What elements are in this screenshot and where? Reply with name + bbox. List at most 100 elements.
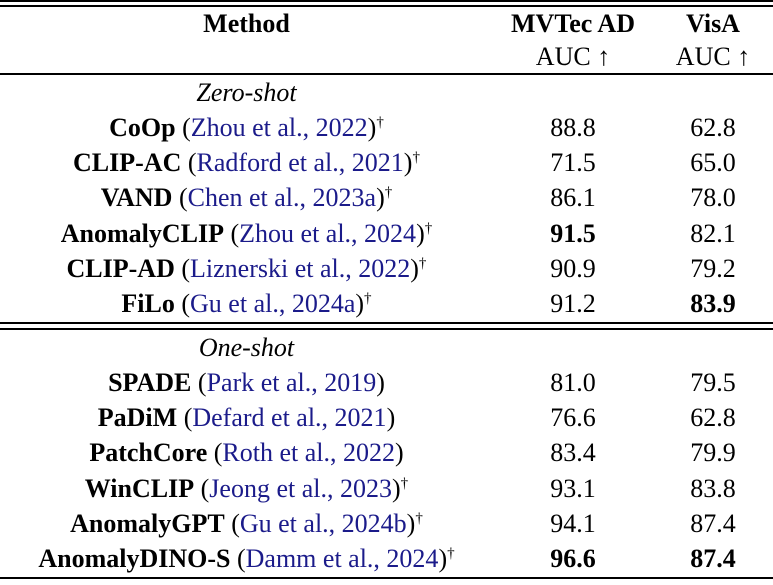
method-cell: PatchCore (Roth et al., 2022) [0,438,493,468]
method-name: WinCLIP [84,473,195,503]
mvtec-ad-value: 76.6 [550,403,596,433]
section-title: Zero-shot [196,77,297,107]
citation-close-paren: ) [386,403,396,433]
table-row: CoOp (Zhou et al., 2022)† 88.8 62.8 [0,110,773,145]
table-row: AnomalyCLIP (Zhou et al., 2024)† 91.5 82… [0,216,773,251]
table-row: FiLo (Gu et al., 2024a)† 91.2 83.9 [0,287,773,322]
visa-value: 79.9 [690,438,736,468]
header-rule [0,73,773,75]
visa-value: 62.8 [690,112,736,142]
dagger-mark: † [400,475,409,492]
citation-open-paren: ( [177,403,193,433]
citation-link[interactable]: Roth et al., 2022 [222,438,396,468]
method-cell: VAND (Chen et al., 2023a)† [0,183,493,213]
dagger-mark: † [447,545,455,562]
method-cell: AnomalyCLIP (Zhou et al., 2024)† [0,219,493,249]
table-row: CLIP-AC (Radford et al., 2021)† 71.5 65.… [0,146,773,181]
column-header-visa: VisA [686,8,740,38]
section-title: One-shot [198,332,295,362]
citation-open-paren: ( [207,438,223,468]
dagger-mark: † [412,149,420,166]
method-name: CLIP-AD [66,254,175,284]
dagger-mark: † [415,510,423,527]
citation-close-paren: ) [438,544,448,574]
column-header-mvtec-ad: MVTec AD [511,8,635,38]
citation-open-paren: ( [181,148,197,178]
method-cell: WinCLIP (Jeong et al., 2023)† [0,474,493,504]
citation-link[interactable]: Gu et al., 2024a [190,289,356,319]
top-double-rule [0,0,773,7]
citation-close-paren: ) [376,183,385,213]
citation-open-paren: ( [175,112,191,142]
dagger-mark: † [364,290,372,307]
dagger-mark: † [384,184,393,201]
visa-value: 65.0 [690,148,736,178]
mvtec-ad-value: 96.6 [550,544,596,574]
method-name: SPADE [108,367,192,397]
visa-value: 79.5 [690,367,736,397]
section-header-row: Zero-shot [0,75,773,110]
visa-value: 87.4 [690,544,736,574]
mvtec-ad-value: 86.1 [550,183,596,213]
mvtec-ad-value: 91.5 [550,218,596,248]
method-cell: SPADE (Park et al., 2019) [0,368,493,398]
citation-open-paren: ( [223,218,240,248]
citation-link[interactable]: Damm et al., 2024 [245,544,439,574]
mvtec-ad-value: 94.1 [550,509,596,539]
citation-link[interactable]: Chen et al., 2023a [187,183,377,213]
method-cell: CLIP-AD (Liznerski et al., 2022)† [0,254,493,284]
method-name: VAND [100,183,173,213]
citation-open-paren: ( [174,254,191,284]
metric-label-mvtec-auc: AUC ↑ [535,41,611,71]
method-name: FiLo [121,289,175,319]
citation-close-paren: ) [406,509,416,539]
citation-link[interactable]: Radford et al., 2021 [196,148,404,178]
mvtec-ad-value: 81.0 [550,367,596,397]
method-name: CoOp [109,112,176,142]
citation-link[interactable]: Liznerski et al., 2022 [190,254,411,284]
citation-link[interactable]: Defard et al., 2021 [192,403,387,433]
method-name: AnomalyGPT [70,509,225,539]
header-row-metric: AUC ↑ AUC ↑ [0,40,773,73]
mvtec-ad-value: 88.8 [550,112,596,142]
dagger-mark: † [418,255,427,272]
mvtec-ad-value: 91.2 [550,289,596,319]
method-cell: CLIP-AC (Radford et al., 2021)† [0,148,493,178]
section-divider-double-rule [0,322,773,330]
column-header-method: Method [203,8,290,38]
citation-close-paren: ) [403,148,413,178]
section-one-shot: One-shot SPADE (Park et al., 2019) 81.0 … [0,330,773,577]
method-name: AnomalyDINO-S [38,544,231,574]
citation-close-paren: ) [391,473,401,503]
visa-value: 82.1 [690,218,736,248]
citation-close-paren: ) [355,289,365,319]
citation-link[interactable]: Jeong et al., 2023 [209,473,392,503]
method-name: AnomalyCLIP [60,218,224,248]
method-cell: AnomalyDINO-S (Damm et al., 2024)† [0,544,493,574]
visa-value: 87.4 [690,509,736,539]
visa-value: 78.0 [690,183,736,213]
citation-open-paren: ( [194,473,210,503]
method-name: PatchCore [89,438,208,468]
header-row-labels: Method MVTec AD VisA [0,7,773,40]
metric-label-visa-auc: AUC ↑ [675,41,751,71]
visa-value: 83.8 [690,473,736,503]
section-header-row: One-shot [0,330,773,365]
dagger-mark: † [424,220,433,237]
citation-link[interactable]: Zhou et al., 2022 [190,112,368,142]
citation-open-paren: ( [230,544,246,574]
citation-close-paren: ) [410,254,419,284]
table-row: PatchCore (Roth et al., 2022) 83.4 79.9 [0,436,773,471]
method-name: PaDiM [97,403,178,433]
citation-close-paren: ) [416,218,425,248]
citation-link[interactable]: Zhou et al., 2024 [239,218,417,248]
citation-open-paren: ( [224,509,240,539]
dagger-mark: † [376,114,384,131]
citation-link[interactable]: Gu et al., 2024b [239,509,407,539]
method-name: CLIP-AC [73,148,182,178]
bottom-rule [0,577,773,579]
method-cell: AnomalyGPT (Gu et al., 2024b)† [0,509,493,539]
citation-close-paren: ) [367,112,377,142]
citation-link[interactable]: Park et al., 2019 [206,367,377,397]
